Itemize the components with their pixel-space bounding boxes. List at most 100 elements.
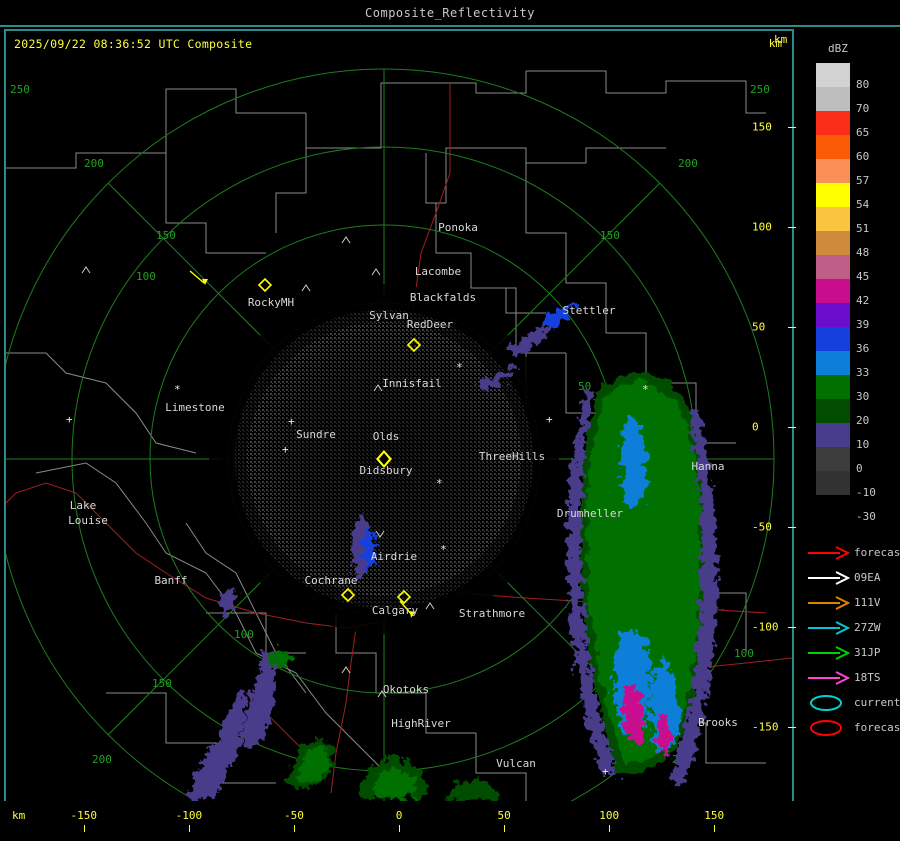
svg-text:250: 250 <box>750 83 770 96</box>
x-axis: km -150 -100 -50 0 50 100 150 <box>4 803 794 841</box>
city-label: Brooks <box>698 716 738 729</box>
city-label: Limestone <box>165 401 225 414</box>
city-label: Sundre <box>296 428 336 441</box>
track-arrow-icon <box>808 670 850 685</box>
colorbar-tick-label: 10 <box>856 438 870 451</box>
colorbar-swatch <box>816 63 850 87</box>
city-label: Louise <box>68 514 108 527</box>
colorbar-level: 48 <box>806 231 898 259</box>
svg-text:+: + <box>546 413 553 426</box>
track-arrow-icon <box>808 595 850 610</box>
y-axis-tick-label: 0 <box>752 420 759 434</box>
svg-text:+: + <box>288 415 295 428</box>
colorbar-tick-label: 60 <box>856 150 870 163</box>
svg-text:100: 100 <box>234 628 254 641</box>
svg-text:200: 200 <box>678 157 698 170</box>
track-legend-label: forecast <box>854 721 900 734</box>
south-central-echo <box>288 739 500 801</box>
track-legend-ellipse-row: current <box>806 690 900 715</box>
y-axis-tick <box>788 727 796 728</box>
x-axis-tick <box>293 825 295 832</box>
y-axis-tick <box>788 527 796 528</box>
colorbar-tick-label: 33 <box>856 366 870 379</box>
track-legend-arrow-row: forecast <box>806 540 900 565</box>
track-legend-arrow-row: 111V <box>806 590 900 615</box>
y-axis-unit: km <box>774 33 788 46</box>
radar-plot: 50 50 50 50 100 100 100 150 150 150 150 … <box>6 53 792 801</box>
radar-site-marker <box>376 450 392 468</box>
track-legend-label: 111V <box>854 596 881 609</box>
colorbar-tick-label: 20 <box>856 414 870 427</box>
y-axis-tick <box>788 327 796 328</box>
colorbar-level: 51 <box>806 207 898 235</box>
colorbar-level: 45 <box>806 255 898 283</box>
clutter-edge-fade <box>209 284 559 634</box>
storm-ellipse-icon <box>810 694 842 711</box>
colorbar-tick-label: 80 <box>856 78 870 91</box>
colorbar-tick-label: 70 <box>856 102 870 115</box>
window-titlebar: Composite_Reflectivity <box>0 0 900 27</box>
window-title: Composite_Reflectivity <box>365 5 535 20</box>
colorbar-level: -30 <box>806 495 898 522</box>
colorbar-tick-label: 39 <box>856 318 870 331</box>
city-label: Innisfail <box>382 377 442 390</box>
storm-track-legend: forecast 09EA 111V 27ZW 31JP 18TS current forec… <box>806 540 900 740</box>
city-label: Drumheller <box>557 507 624 520</box>
track-legend-label: 18TS <box>854 671 881 684</box>
x-axis-tick-label: 0 <box>395 809 403 822</box>
colorbar-swatch <box>816 87 850 111</box>
colorbar-tick-label: 36 <box>856 342 870 355</box>
colorbar-swatch <box>816 423 850 447</box>
colorbar-swatch <box>816 399 850 423</box>
city-label: Lake <box>70 499 97 512</box>
timestamp-label: 2025/09/22 08:36:52 UTC Composite <box>14 37 253 51</box>
svg-text:*: * <box>456 361 463 374</box>
y-axis-tick-label: 100 <box>752 220 772 234</box>
track-arrow-icon <box>808 570 850 585</box>
city-label: HighRiver <box>391 717 451 730</box>
colorbar-swatch <box>816 231 850 255</box>
colorbar-swatch <box>816 135 850 159</box>
city-markers: * * * + + + + * * + <box>66 236 649 778</box>
colorbar-tick-label: 45 <box>856 270 870 283</box>
colorbar-tick-label: 51 <box>856 222 870 235</box>
svg-text:+: + <box>602 765 609 778</box>
colorbar: dBZ 80 70 65 60 57 54 51 48 45 42 39 36 33 30 20 10 0 -10… <box>806 42 898 522</box>
colorbar-swatch <box>816 351 850 375</box>
city-label: Stettler <box>563 304 616 317</box>
east-precip-cores <box>566 389 718 783</box>
svg-text:250: 250 <box>10 83 30 96</box>
y-axis-tick-label: -100 <box>752 620 779 634</box>
colorbar-level: 54 <box>806 183 898 211</box>
svg-text:200: 200 <box>84 157 104 170</box>
colorbar-level: 39 <box>806 303 898 331</box>
city-label: Vulcan <box>496 757 536 770</box>
track-legend-label: 31JP <box>854 646 881 659</box>
southwest-weak-echo <box>190 647 290 799</box>
colorbar-swatch <box>816 375 850 399</box>
city-label: Sylvan <box>369 309 409 322</box>
colorbar-tick-label: 48 <box>856 246 870 259</box>
svg-text:50: 50 <box>578 380 591 393</box>
svg-text:100: 100 <box>136 270 156 283</box>
x-axis-tick-label: 100 <box>599 809 620 822</box>
colorbar-level: 80 <box>806 63 898 91</box>
radar-canvas[interactable]: 50 50 50 50 100 100 100 150 150 150 150 … <box>6 53 792 801</box>
colorbar-level: 57 <box>806 159 898 186</box>
city-label: Banff <box>154 574 187 587</box>
colorbar-swatch <box>816 495 850 519</box>
y-axis-tick-label: -50 <box>752 520 772 534</box>
colorbar-level: 10 <box>806 423 898 451</box>
x-axis-tick <box>609 825 611 832</box>
colorbar-tick-label: 54 <box>856 198 870 211</box>
x-axis-tick <box>188 825 190 832</box>
track-legend-ellipse-row: forecast <box>806 715 900 740</box>
x-axis-tick-label: -50 <box>283 809 304 822</box>
x-axis-tick-label: -100 <box>175 809 203 822</box>
track-legend-arrow-row: 18TS <box>806 665 900 690</box>
colorbar-rows: 80 70 65 60 57 54 51 48 45 42 39 36 33 30 20 10 0 -10 -30 <box>806 63 898 522</box>
svg-text:+: + <box>66 413 73 426</box>
colorbar-level: 36 <box>806 327 898 355</box>
y-axis-tick-label: 50 <box>752 320 766 334</box>
